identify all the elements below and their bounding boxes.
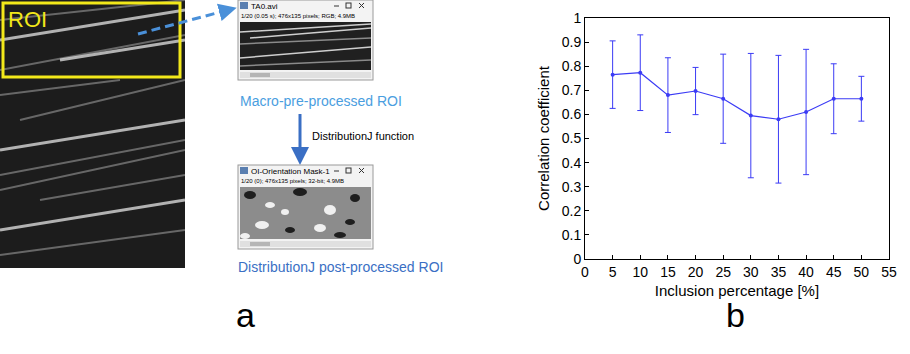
svg-text:55: 55 [881,264,897,280]
svg-text:15: 15 [660,264,676,280]
svg-text:0.9: 0.9 [562,34,582,50]
svg-text:TA0.avi: TA0.avi [251,2,278,11]
svg-text:1/20 (0); 476x135 pixels; 32-b: 1/20 (0); 476x135 pixels; 32-bit; 4.9MB [241,178,344,184]
svg-text:1: 1 [573,10,581,26]
html-text:a: a [236,296,255,334]
svg-text:20: 20 [688,264,704,280]
svg-text:DistributionJ post-processed R: DistributionJ post-processed ROI [238,259,443,275]
svg-text:1/20 (0.05 s); 476x135 pixels;: 1/20 (0.05 s); 476x135 pixels; RGB; 4.9M… [241,13,355,19]
svg-text:0.2: 0.2 [562,203,582,219]
svg-text:OI-Orientation Mask-1: OI-Orientation Mask-1 [251,167,330,176]
svg-text:10: 10 [632,264,648,280]
svg-text:0.6: 0.6 [562,106,582,122]
svg-text:40: 40 [798,264,814,280]
svg-text:Correlation coefficient: Correlation coefficient [535,65,552,211]
svg-text:0.1: 0.1 [562,227,582,243]
svg-text:Inclusion percentage [%]: Inclusion percentage [%] [654,281,820,299]
svg-text:50: 50 [854,264,870,280]
svg-text:0.5: 0.5 [562,130,582,146]
svg-text:0.7: 0.7 [562,82,582,98]
svg-text:ROI: ROI [8,7,47,32]
svg-text:DistributionJ function: DistributionJ function [312,130,414,142]
svg-text:45: 45 [826,264,842,280]
svg-text:35: 35 [771,264,787,280]
svg-text:25: 25 [715,264,731,280]
svg-text:30: 30 [743,264,759,280]
svg-text:5: 5 [609,264,617,280]
svg-text:0: 0 [573,251,581,267]
svg-text:Macro-pre-processed ROI: Macro-pre-processed ROI [240,93,402,109]
svg-text:0: 0 [581,264,589,280]
svg-text:0.4: 0.4 [562,155,582,171]
html-text:b: b [726,296,745,334]
svg-text:0.3: 0.3 [562,179,582,195]
svg-text:0.8: 0.8 [562,58,582,74]
